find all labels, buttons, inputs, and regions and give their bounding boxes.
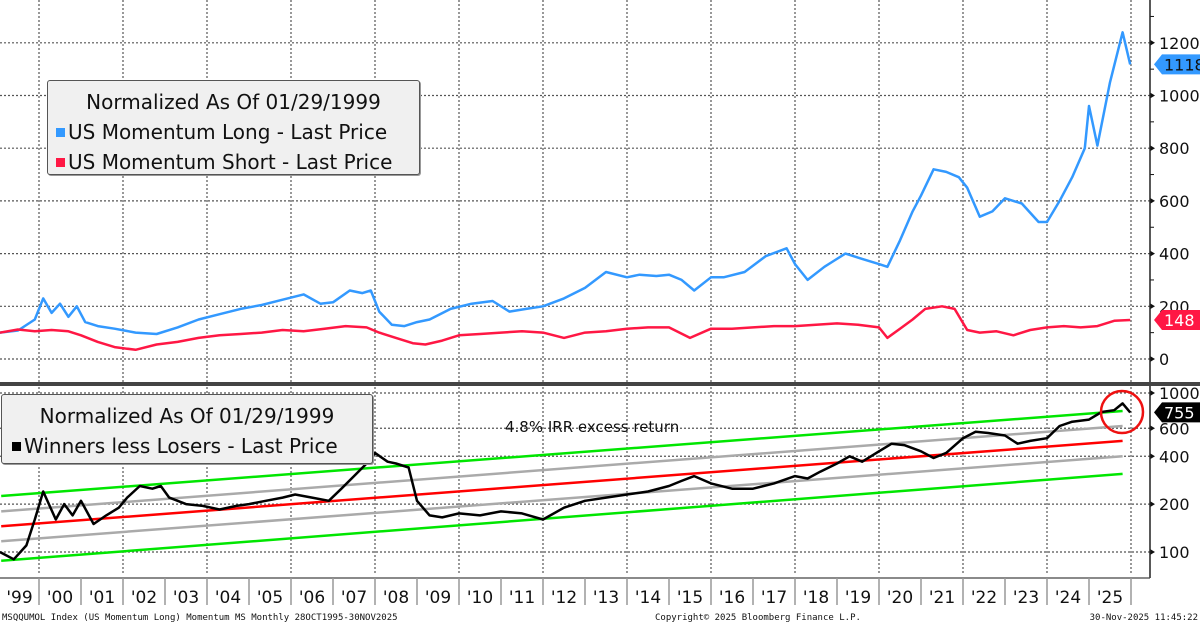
y-tick-label-top: 1000: [1159, 87, 1200, 106]
band-upper-band-1-grey-: [1, 424, 1123, 513]
x-tick-label: '05: [257, 588, 283, 608]
y-tick-top: [1150, 92, 1155, 99]
x-tick-label: '14: [635, 588, 661, 608]
x-tick-label: '08: [383, 588, 409, 608]
legend-swatch-short: [56, 157, 65, 167]
band-trend-centre-red-: [1, 439, 1123, 528]
y-tick-label-top: 600: [1159, 192, 1190, 211]
y-tick-top: [1150, 250, 1155, 257]
y-tick-top: [1150, 356, 1155, 362]
y-tick-bottom: [1150, 453, 1155, 460]
top-panel-grid: [0, 0, 1150, 382]
y-tick-label-bottom: 600: [1159, 419, 1190, 438]
y-tick-label-top: 0: [1159, 350, 1169, 369]
panel-separator: [0, 382, 1200, 386]
footer-copyright: Copyright© 2025 Bloomberg Finance L.P.: [655, 613, 861, 623]
x-tick-label: '99: [6, 588, 32, 608]
series-line-short: [0, 305, 1131, 352]
legend-item-short: US Momentum Short - Last Price: [48, 147, 419, 177]
x-tick-label: '07: [341, 588, 367, 608]
legend-item-long: US Momentum Long - Last Price: [48, 117, 419, 147]
legend-item-wml: Winners less Losers - Last Price: [2, 431, 372, 461]
y-tick-label-top: 400: [1159, 245, 1190, 264]
x-tick-label: '19: [845, 588, 871, 608]
y-tick-top: [1150, 39, 1155, 46]
legend-swatch-wml: [12, 441, 21, 451]
x-tick-label: '18: [803, 588, 829, 608]
x-tick-label: '21: [929, 588, 955, 608]
y-tick-label-top: 800: [1159, 139, 1190, 158]
x-tick-label: '09: [425, 588, 451, 608]
last-value-wml-bg: [1154, 402, 1200, 423]
band-upper-band-2-green-: [1, 409, 1123, 498]
x-tick-label: '11: [509, 588, 535, 608]
x-tick-label: '01: [89, 588, 115, 608]
y-tick-top: [1150, 197, 1155, 204]
x-tick-label: '22: [971, 588, 997, 608]
y-tick-label-bottom: 400: [1159, 447, 1190, 466]
x-tick-label: '03: [173, 588, 199, 608]
x-tick-label: '15: [677, 588, 703, 608]
footer-timestamp: 30-Nov-2025 11:45:22: [1089, 613, 1198, 623]
legend-bottom: Normalized As Of 01/29/1999 Winners less…: [1, 394, 373, 464]
x-tick-label: '04: [215, 588, 241, 608]
y-tick-top: [1150, 145, 1155, 152]
x-tick-label: '10: [467, 588, 493, 608]
last-value-long-bg: [1154, 54, 1200, 75]
series-lines: [0, 31, 1145, 561]
x-tick-label: '25: [1097, 588, 1123, 608]
y-tick-label-top: 1200: [1159, 34, 1200, 53]
x-tick-label: '02: [131, 588, 157, 608]
footer-source: MSQQUMOL Index (US Momentum Long) Moment…: [2, 613, 398, 623]
y-tick-label-bottom: 1000: [1159, 384, 1200, 403]
legend-label-wml: Winners less Losers - Last Price: [24, 434, 338, 458]
series-line-long: [0, 31, 1132, 336]
x-tick-label: '16: [719, 588, 745, 608]
legend-bottom-title: Normalized As Of 01/29/1999: [39, 404, 335, 428]
y-tick-label-bottom: 200: [1159, 495, 1190, 514]
last-value-markers: 1118 148 755: [1154, 54, 1200, 422]
series-line-winners-less-losers: [0, 402, 1132, 561]
legend-label-short: US Momentum Short - Last Price: [68, 150, 393, 174]
x-tick-label: '00: [47, 588, 73, 608]
last-value-wml-label: 755: [1164, 403, 1195, 422]
y-tick-bottom: [1150, 549, 1155, 555]
x-tick-label: '20: [887, 588, 913, 608]
last-value-long-label: 1118: [1164, 55, 1200, 74]
y-tick-bottom: [1150, 501, 1155, 508]
y-tick-label-bottom: 100: [1159, 543, 1190, 562]
x-tick-label: '17: [761, 588, 787, 608]
band-lower-band-1-grey-: [1, 455, 1123, 543]
x-tick-label: '12: [551, 588, 577, 608]
x-tick-label: '06: [299, 588, 325, 608]
y-tick-top: [1150, 303, 1155, 310]
highlight-circle: [1099, 389, 1145, 435]
x-tick-label: '23: [1013, 588, 1039, 608]
x-tick-label: '13: [593, 588, 619, 608]
legend-swatch-long: [56, 127, 65, 137]
trend-bands: [1, 409, 1123, 563]
irr-annotation: 4.8% IRR excess return: [505, 418, 680, 436]
band-lower-band-2-green-: [1, 472, 1123, 563]
x-tick-label: '24: [1055, 588, 1081, 608]
last-value-short-bg: [1154, 310, 1200, 331]
legend-label-long: US Momentum Long - Last Price: [68, 120, 388, 144]
last-value-short-label: 148: [1164, 311, 1195, 330]
y-tick-bottom: [1150, 390, 1155, 396]
y-tick-bottom: [1150, 425, 1155, 432]
x-axis: '99 '00 '01 '02 '03 '04 '05 '06 '07 '08 '09 '10 '11 '…: [6, 578, 1132, 608]
legend-top-title: Normalized As Of 01/29/1999: [86, 90, 381, 114]
legend-top: Normalized As Of 01/29/1999 US Momentum …: [47, 80, 420, 175]
